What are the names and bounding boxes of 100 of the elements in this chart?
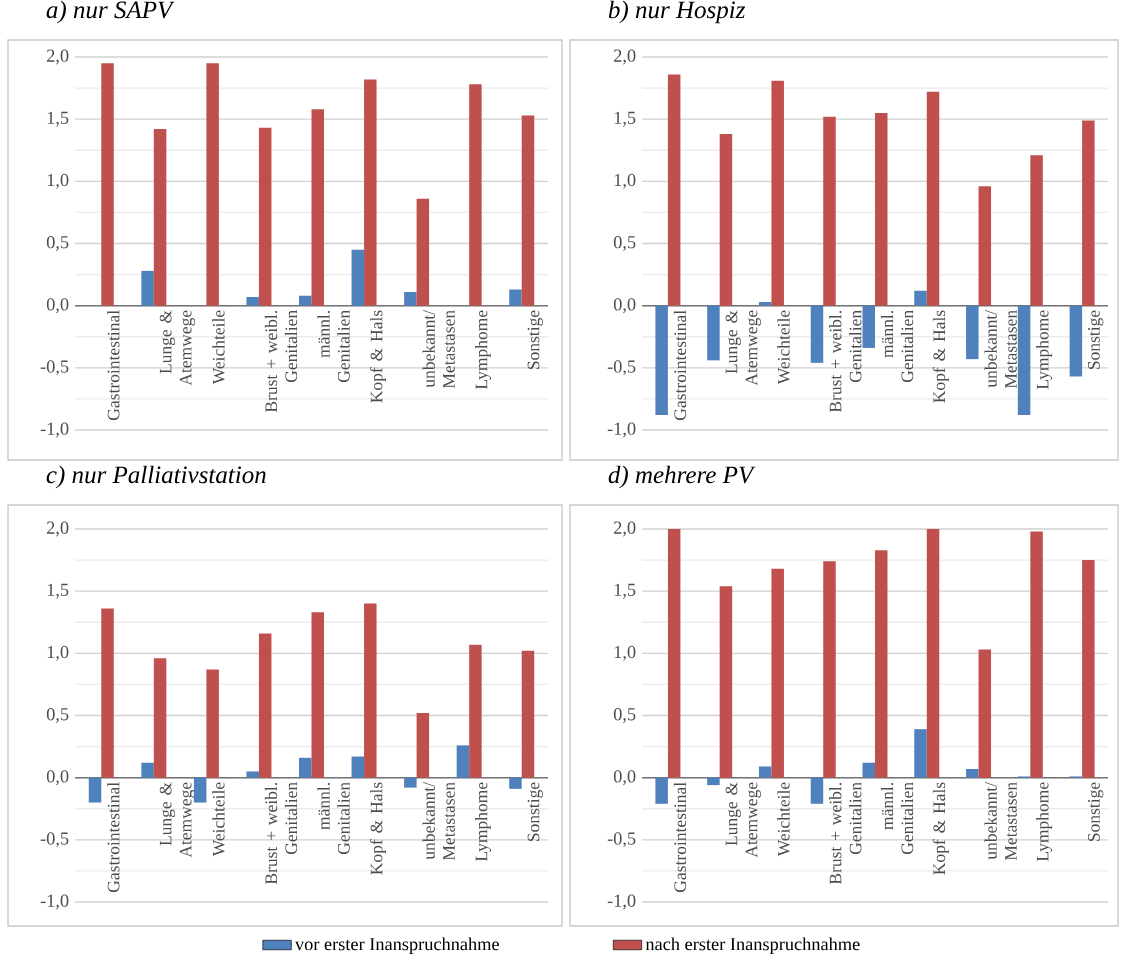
y-tick-label: 0,0 <box>46 298 69 314</box>
x-tick-label: Brust + weibl. Genitalien <box>264 310 298 413</box>
bar <box>364 79 377 306</box>
bar <box>521 115 535 306</box>
y-tick-label: 0,0 <box>613 770 636 786</box>
legend-label: vor erster Inanspruchnahme <box>294 937 499 955</box>
bar <box>469 84 482 306</box>
chart-title: d) mehrere PV <box>608 465 756 489</box>
bar <box>655 777 668 804</box>
bar <box>141 270 154 306</box>
x-tick-label: Lunge & Atemwege <box>159 782 196 858</box>
x-tick-label: Lunge & Atemwege <box>725 782 761 858</box>
bar <box>456 745 470 778</box>
bar <box>206 669 219 778</box>
chart-title: b) nur Hospiz <box>608 0 746 24</box>
y-tick-label: 1,5 <box>47 583 69 599</box>
bar <box>719 586 733 778</box>
bar <box>667 74 681 306</box>
x-tick-label: Gastrointestinal <box>107 310 120 420</box>
y-tick-label: 1,5 <box>614 111 636 127</box>
y-tick-label: -0,5 <box>40 832 69 848</box>
y-tick-label: 0,5 <box>613 708 636 724</box>
bar <box>914 290 927 306</box>
bar <box>719 134 733 306</box>
bar <box>311 109 324 306</box>
x-tick-label: unbekannt/ Metastasen <box>422 309 455 389</box>
y-tick-label: 2,0 <box>47 521 69 537</box>
bar <box>655 305 668 416</box>
x-tick-label: männl. Genitalien <box>317 310 350 383</box>
bar <box>404 777 417 788</box>
x-tick-label: Brust + weibl. Genitalien <box>829 310 862 413</box>
x-tick-label: Sonstige <box>1088 782 1104 841</box>
bar <box>311 612 324 778</box>
bar <box>862 305 875 348</box>
y-tick-label: 1,5 <box>47 111 69 127</box>
bar <box>404 291 417 306</box>
bar <box>875 550 888 778</box>
bar <box>141 762 154 778</box>
bar <box>758 766 772 778</box>
bar <box>193 777 207 803</box>
y-tick-label: 0,5 <box>46 708 69 724</box>
bar <box>258 127 272 306</box>
y-tick-label: 0,0 <box>613 298 636 314</box>
y-tick-label: 0,5 <box>613 236 636 252</box>
bar <box>667 529 681 778</box>
y-tick-label: -1,0 <box>40 422 69 438</box>
y-tick-label: 1,0 <box>614 173 636 189</box>
bar <box>707 777 720 786</box>
x-tick-label: Gastrointestinal <box>673 782 687 892</box>
bar <box>1082 120 1095 306</box>
x-tick-label: männl. Genitalien <box>880 782 914 855</box>
y-tick-label: -1,0 <box>607 422 636 438</box>
x-tick-label: unbekannt/ Metastasen <box>422 781 455 861</box>
x-tick-label: männl. Genitalien <box>317 782 350 855</box>
bar <box>351 756 365 778</box>
y-tick-label: 0,0 <box>46 770 69 786</box>
x-tick-label: Lymphome <box>1036 310 1053 390</box>
bar <box>153 129 167 306</box>
x-tick-label: Lymphome <box>475 782 491 862</box>
y-tick-label: -1,0 <box>607 894 636 910</box>
bar <box>101 63 114 306</box>
y-tick-label: 1,0 <box>614 645 636 661</box>
y-tick-label: -1,0 <box>40 894 69 910</box>
bar <box>1030 531 1043 778</box>
y-tick-label: 1,5 <box>614 583 636 599</box>
bar <box>926 529 940 778</box>
bar <box>206 63 219 306</box>
x-tick-label: Weichteile <box>777 782 790 857</box>
bar <box>1069 305 1083 377</box>
x-tick-label: männl. Genitalien <box>880 310 914 383</box>
bar <box>707 305 720 361</box>
bar <box>771 80 784 306</box>
x-tick-label: Kopf & Hals <box>369 782 386 875</box>
x-tick-label: Brust + weibl. Genitalien <box>264 782 298 885</box>
x-tick-label: Weichteile <box>212 310 225 385</box>
x-tick-label: Gastrointestinal <box>673 310 687 420</box>
bar <box>509 777 522 789</box>
x-tick-label: Lunge & Atemwege <box>725 310 761 386</box>
bar <box>810 777 824 804</box>
y-tick-label: 2,0 <box>47 49 69 65</box>
y-tick-label: 2,0 <box>614 49 636 65</box>
bar <box>966 305 979 360</box>
x-tick-label: Sonstige <box>1088 310 1104 369</box>
x-tick-label: Gastrointestinal <box>107 782 120 892</box>
bar <box>862 762 875 778</box>
bar <box>1082 560 1095 778</box>
bar <box>88 777 102 803</box>
bar <box>771 568 784 778</box>
y-tick-label: -0,5 <box>40 360 69 376</box>
bar <box>246 771 259 778</box>
bar <box>258 633 272 778</box>
chart-title: a) nur SAPV <box>46 0 175 24</box>
y-tick-label: 1,0 <box>47 645 69 661</box>
x-tick-label: Kopf & Hals <box>932 310 949 403</box>
bar <box>823 116 836 306</box>
x-tick-label: Lunge & Atemwege <box>159 310 196 386</box>
y-tick-label: -0,5 <box>607 360 636 376</box>
bar <box>966 768 979 778</box>
bar <box>521 650 535 778</box>
bar <box>509 289 522 306</box>
